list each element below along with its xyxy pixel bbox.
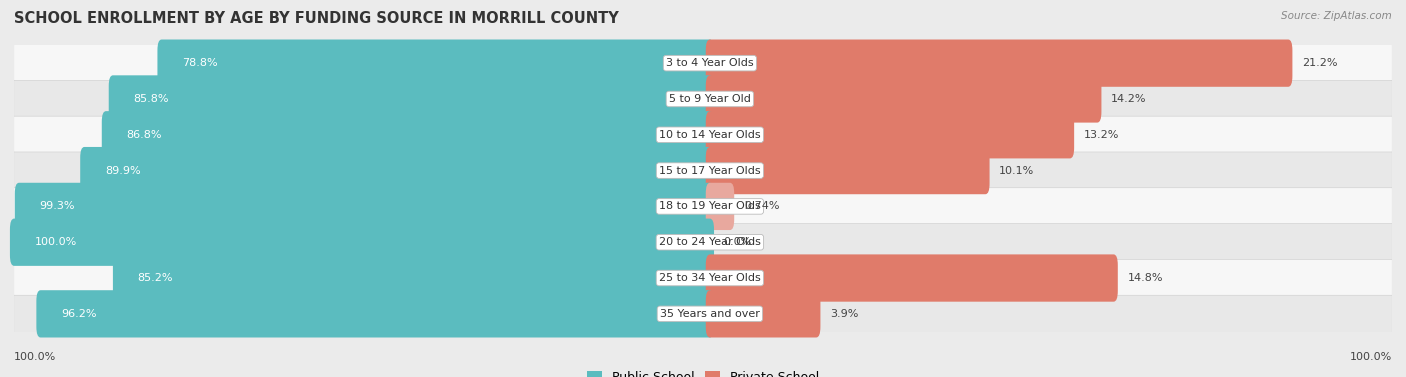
- FancyBboxPatch shape: [14, 152, 1392, 189]
- Text: 20 to 24 Year Olds: 20 to 24 Year Olds: [659, 237, 761, 247]
- Text: 89.9%: 89.9%: [105, 166, 141, 176]
- Text: 0.0%: 0.0%: [724, 237, 752, 247]
- Text: 14.2%: 14.2%: [1111, 94, 1146, 104]
- Text: 86.8%: 86.8%: [127, 130, 162, 140]
- Text: 21.2%: 21.2%: [1302, 58, 1337, 68]
- Text: 99.3%: 99.3%: [39, 201, 75, 211]
- Text: 10 to 14 Year Olds: 10 to 14 Year Olds: [659, 130, 761, 140]
- Text: 85.2%: 85.2%: [138, 273, 173, 283]
- FancyBboxPatch shape: [10, 219, 714, 266]
- FancyBboxPatch shape: [706, 290, 821, 337]
- Text: 15 to 17 Year Olds: 15 to 17 Year Olds: [659, 166, 761, 176]
- Text: 100.0%: 100.0%: [14, 352, 56, 362]
- Text: 10.1%: 10.1%: [1000, 166, 1035, 176]
- Text: 18 to 19 Year Olds: 18 to 19 Year Olds: [659, 201, 761, 211]
- FancyBboxPatch shape: [37, 290, 714, 337]
- FancyBboxPatch shape: [14, 44, 1392, 82]
- FancyBboxPatch shape: [706, 183, 734, 230]
- Legend: Public School, Private School: Public School, Private School: [582, 366, 824, 377]
- FancyBboxPatch shape: [14, 116, 1392, 153]
- FancyBboxPatch shape: [101, 111, 714, 158]
- FancyBboxPatch shape: [14, 224, 1392, 261]
- FancyBboxPatch shape: [706, 147, 990, 194]
- FancyBboxPatch shape: [14, 188, 1392, 225]
- FancyBboxPatch shape: [706, 40, 1292, 87]
- Text: SCHOOL ENROLLMENT BY AGE BY FUNDING SOURCE IN MORRILL COUNTY: SCHOOL ENROLLMENT BY AGE BY FUNDING SOUR…: [14, 11, 619, 26]
- Text: 5 to 9 Year Old: 5 to 9 Year Old: [669, 94, 751, 104]
- Text: 0.74%: 0.74%: [744, 201, 779, 211]
- Text: 3 to 4 Year Olds: 3 to 4 Year Olds: [666, 58, 754, 68]
- FancyBboxPatch shape: [14, 259, 1392, 297]
- FancyBboxPatch shape: [14, 295, 1392, 333]
- Text: 25 to 34 Year Olds: 25 to 34 Year Olds: [659, 273, 761, 283]
- FancyBboxPatch shape: [706, 75, 1101, 123]
- Text: 100.0%: 100.0%: [35, 237, 77, 247]
- Text: 78.8%: 78.8%: [183, 58, 218, 68]
- FancyBboxPatch shape: [15, 183, 714, 230]
- Text: 85.8%: 85.8%: [134, 94, 169, 104]
- FancyBboxPatch shape: [706, 111, 1074, 158]
- Text: 13.2%: 13.2%: [1084, 130, 1119, 140]
- Text: 100.0%: 100.0%: [1350, 352, 1392, 362]
- Text: Source: ZipAtlas.com: Source: ZipAtlas.com: [1281, 11, 1392, 21]
- Text: 3.9%: 3.9%: [830, 309, 859, 319]
- FancyBboxPatch shape: [108, 75, 714, 123]
- FancyBboxPatch shape: [112, 254, 714, 302]
- Text: 35 Years and over: 35 Years and over: [659, 309, 759, 319]
- Text: 14.8%: 14.8%: [1128, 273, 1163, 283]
- FancyBboxPatch shape: [80, 147, 714, 194]
- FancyBboxPatch shape: [706, 254, 1118, 302]
- FancyBboxPatch shape: [157, 40, 714, 87]
- Text: 96.2%: 96.2%: [62, 309, 97, 319]
- FancyBboxPatch shape: [14, 80, 1392, 118]
